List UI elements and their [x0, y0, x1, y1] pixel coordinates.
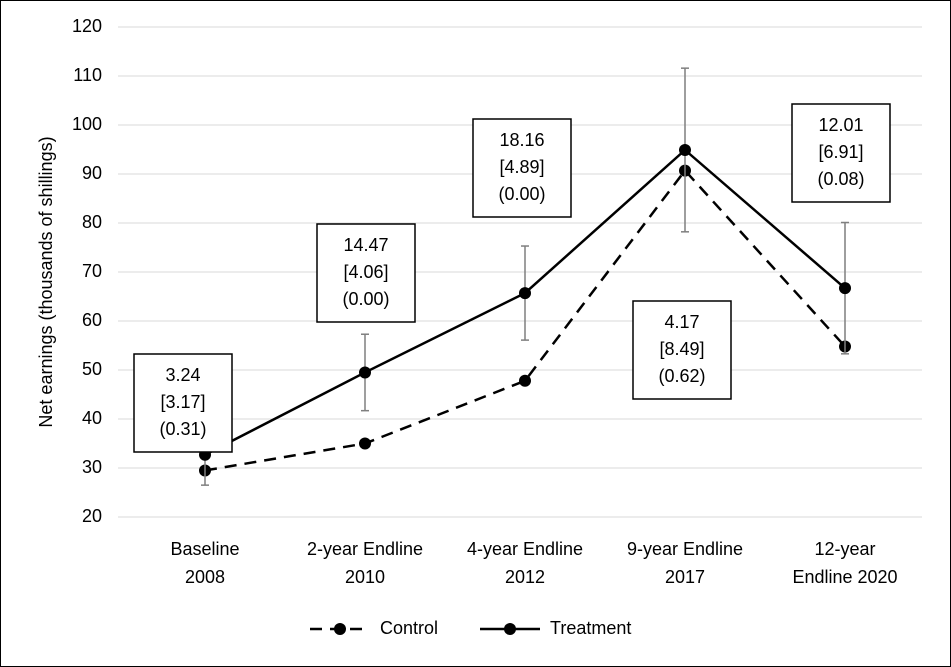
legend-marker — [334, 623, 346, 635]
annotation-text: (0.31) — [159, 419, 206, 439]
annotation-text: [6.91] — [818, 142, 863, 162]
annotation-text: [3.17] — [160, 392, 205, 412]
annotation-box — [133, 353, 233, 453]
x-tick-label: 2017 — [665, 567, 705, 587]
x-tick-label: 4-year Endline — [467, 539, 583, 559]
annotation-text: (0.00) — [342, 289, 389, 309]
legend-label: Control — [380, 618, 438, 638]
y-tick-label: 40 — [82, 408, 102, 428]
data-point — [519, 374, 531, 387]
data-point — [679, 143, 691, 156]
annotation-text: (0.08) — [817, 169, 864, 189]
y-tick-label: 30 — [82, 457, 102, 477]
x-tick-label: Baseline — [170, 539, 239, 559]
data-point — [839, 282, 851, 295]
x-tick-label: 2-year Endline — [307, 539, 423, 559]
annotation-text: 3.24 — [165, 365, 200, 385]
x-tick-label: 12-year — [814, 539, 875, 559]
legend-label: Treatment — [550, 618, 631, 638]
x-tick-label: Endline 2020 — [792, 567, 897, 587]
data-point — [359, 366, 371, 379]
annotation-text: 4.17 — [664, 312, 699, 332]
y-tick-label: 110 — [73, 65, 102, 85]
y-tick-label: 100 — [72, 114, 102, 134]
data-point — [359, 437, 371, 450]
y-tick-label: 20 — [82, 506, 102, 526]
x-tick-label: 9-year Endline — [627, 539, 743, 559]
legend-marker — [504, 623, 516, 635]
y-tick-label: 50 — [82, 359, 102, 379]
annotation-text: [4.89] — [499, 157, 544, 177]
series-line — [204, 168, 846, 472]
y-tick-label: 60 — [82, 310, 102, 330]
x-tick-label: 2008 — [185, 567, 225, 587]
y-axis-label: Net earnings (thousands of shillings) — [36, 136, 56, 427]
x-tick-label: 2012 — [505, 567, 545, 587]
annotation-box — [791, 103, 891, 203]
y-tick-label: 120 — [72, 16, 102, 36]
y-tick-label: 80 — [82, 212, 102, 232]
data-point — [519, 287, 531, 300]
annotation-box — [472, 118, 572, 218]
annotation-text: (0.62) — [658, 366, 705, 386]
annotation-text: 18.16 — [499, 130, 544, 150]
annotation-text: [4.06] — [343, 262, 388, 282]
annotation-text: 14.47 — [343, 235, 388, 255]
annotation-box — [632, 300, 732, 400]
annotation-text: [8.49] — [659, 339, 704, 359]
y-tick-label: 90 — [82, 163, 102, 183]
y-tick-label: 70 — [82, 261, 102, 281]
annotation-text: (0.00) — [498, 184, 545, 204]
x-tick-label: 2010 — [345, 567, 385, 587]
annotation-box — [316, 223, 416, 323]
annotation-text: 12.01 — [818, 115, 863, 135]
